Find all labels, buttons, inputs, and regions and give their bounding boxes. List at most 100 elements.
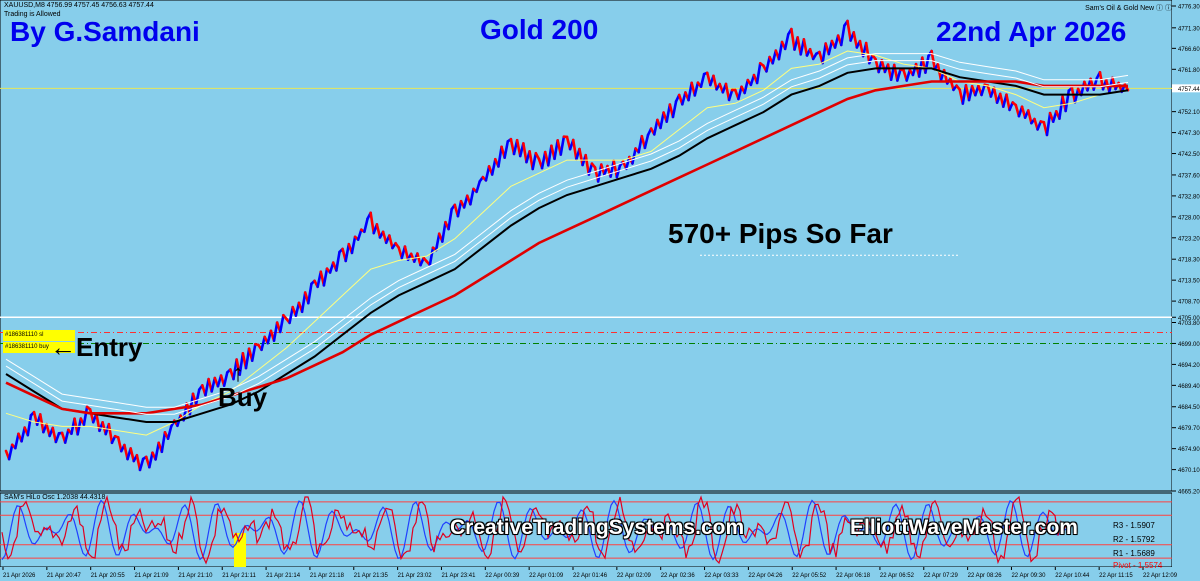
symbol-info: XAUUSD,M8 4756.99 4757.45 4756.63 4757.4… — [4, 2, 154, 9]
y-tick-label: 4771.30 — [1178, 26, 1200, 32]
up-bar — [447, 207, 453, 231]
down-bar — [712, 74, 718, 91]
y-tick-label: 4703.80 — [1178, 321, 1200, 327]
down-bar — [129, 447, 136, 463]
up-bar — [260, 335, 266, 352]
down-bar — [369, 211, 376, 235]
y-tick-label: 4705.00 — [1178, 316, 1200, 322]
down-bar — [116, 436, 123, 453]
up-bar — [896, 68, 902, 82]
up-bar — [924, 54, 930, 74]
x-tick-label: 22 Apr 02:09 — [617, 573, 652, 579]
up-bar — [300, 291, 307, 314]
y-tick-label: 4708.70 — [1178, 300, 1200, 306]
up-bar — [356, 228, 363, 241]
y-tick-label: 4665.20 — [1178, 490, 1200, 496]
y-tick-label: 4732.80 — [1178, 194, 1200, 200]
up-bar — [138, 457, 145, 472]
down-bar — [571, 138, 578, 161]
oscillator-label: SAM's HiLo Osc 1.2038 44.4318 — [4, 494, 106, 501]
up-bar — [631, 147, 637, 165]
up-bar — [160, 431, 167, 454]
indicator-title: Sam's Oil & Gold New ⓘ ⓘ — [1085, 5, 1172, 12]
time-axis — [0, 567, 1200, 581]
pivot-r2-label: R2 - 1.5792 — [1113, 535, 1155, 544]
up-bar — [727, 88, 734, 102]
buy-arrow-icon: ↑ — [232, 360, 244, 387]
x-tick-label: 21 Apr 23:02 — [398, 573, 433, 579]
ma-mid-line — [5, 67, 1129, 423]
up-bar — [272, 321, 279, 342]
up-bar — [194, 388, 201, 406]
watermark-creative-trading: CreativeTradingSystems.com — [450, 516, 745, 539]
up-bar — [503, 140, 510, 159]
y-tick-label: 4742.50 — [1178, 152, 1200, 158]
trading-status: Trading is Allowed — [4, 11, 61, 18]
y-tick-label: 4699.00 — [1178, 342, 1200, 348]
x-tick-label: 22 Apr 06:52 — [880, 573, 915, 579]
down-bar — [388, 234, 394, 250]
up-bar — [671, 100, 678, 119]
up-bar — [148, 451, 154, 469]
up-bar — [587, 162, 594, 176]
up-bar — [559, 135, 566, 156]
up-bar — [652, 118, 659, 136]
y-tick-label: 4723.20 — [1178, 236, 1200, 242]
up-bar — [743, 78, 750, 95]
buy-order-tag[interactable]: #186381110 buy — [3, 342, 75, 353]
up-bar — [765, 55, 771, 73]
up-bar — [7, 443, 14, 461]
x-tick-label: 22 Apr 06:18 — [836, 573, 871, 579]
up-bar — [350, 235, 357, 255]
y-tick-label: 4694.20 — [1178, 363, 1200, 369]
down-bar — [724, 82, 731, 102]
x-tick-label: 21 Apr 23:41 — [441, 573, 476, 579]
ma-fast-line — [5, 50, 1129, 436]
y-tick-label: 4766.60 — [1178, 47, 1200, 53]
up-bar — [344, 242, 351, 263]
down-bar — [584, 153, 591, 176]
up-bar — [821, 42, 827, 65]
buy-annotation: Buy — [218, 382, 268, 412]
up-bar — [469, 187, 475, 206]
chart-name-title: Gold 200 — [480, 14, 599, 45]
x-tick-label: 22 Apr 03:33 — [705, 573, 740, 579]
stop-loss-tag[interactable]: #186381110 sl — [3, 330, 75, 341]
y-tick-label: 4670.10 — [1178, 468, 1200, 474]
up-bar — [307, 282, 313, 305]
y-tick-label: 4737.60 — [1178, 173, 1200, 179]
up-bar — [20, 426, 27, 443]
up-bar — [54, 432, 61, 444]
up-bar — [596, 163, 603, 183]
down-bar — [790, 27, 796, 51]
pips-annotation: 570+ Pips So Far — [668, 218, 893, 249]
down-bar — [992, 86, 999, 104]
down-bar — [1005, 93, 1011, 112]
entry-annotation: ←Entry — [50, 332, 143, 362]
y-tick-label: 4728.00 — [1178, 215, 1200, 221]
oscillator-signal-line — [1, 499, 1068, 561]
x-tick-label: 22 Apr 05:52 — [792, 573, 827, 579]
x-tick-label: 22 Apr 08:26 — [968, 573, 1003, 579]
down-bar — [375, 223, 382, 239]
ma-envelope-line — [5, 53, 1129, 408]
ma-envelope-line — [5, 60, 1129, 415]
up-bar — [363, 217, 369, 234]
down-bar — [1026, 109, 1033, 125]
up-bar — [154, 441, 161, 461]
x-tick-label: 21 Apr 21:09 — [135, 573, 170, 579]
up-bar — [490, 157, 497, 176]
up-bar — [322, 267, 329, 287]
down-bar — [107, 422, 114, 445]
pivot-r1-label: R1 - 1.5689 — [1113, 549, 1155, 558]
up-bar — [643, 133, 650, 150]
current-price-marker — [1172, 84, 1200, 93]
up-bar — [497, 145, 503, 168]
up-bar — [905, 68, 912, 82]
down-bar — [1111, 76, 1117, 91]
y-tick-label: 4776.30 — [1178, 5, 1200, 11]
up-bar — [839, 24, 846, 47]
x-tick-label: 22 Apr 11:15 — [1099, 573, 1133, 579]
author-title: By G.Samdani — [10, 16, 200, 47]
